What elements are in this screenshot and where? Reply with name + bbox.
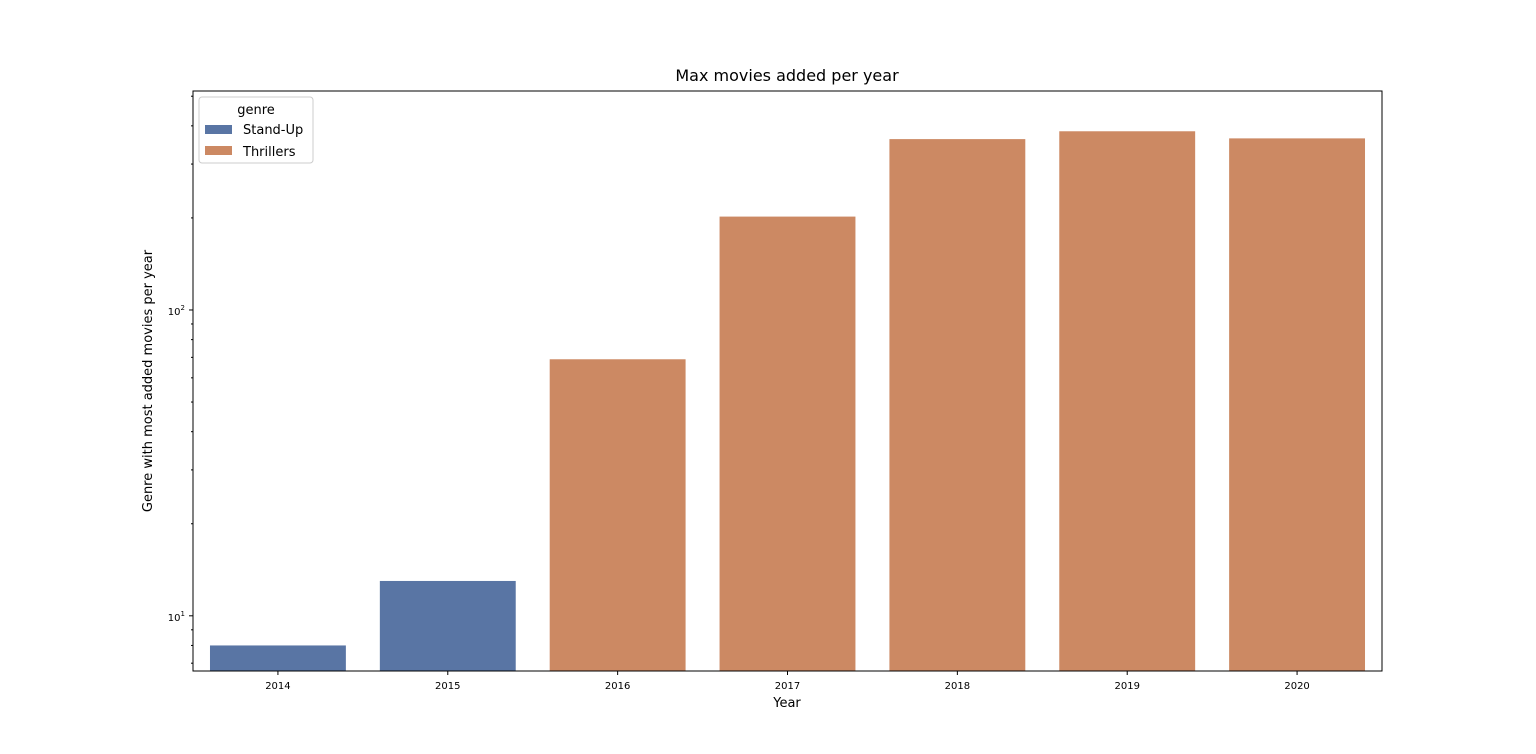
x-tick-label-2020: 2020: [1284, 681, 1309, 692]
bar-2014: [209, 645, 346, 671]
x-tick-label-2014: 2014: [265, 681, 290, 692]
bar-2020: [1229, 138, 1366, 671]
y-tick-label-10: 101: [168, 610, 185, 624]
y-axis-label: Genre with most added movies per year: [141, 249, 156, 512]
bar-2019: [1059, 131, 1196, 672]
x-axis-ticks: 2014 2015 2016 2017 2018 2019 2020: [265, 671, 1310, 692]
y-axis-ticks: 101 102: [168, 95, 193, 664]
legend-label-thrillers: Thrillers: [242, 145, 296, 160]
legend-label-stand-up: Stand-Up: [243, 123, 303, 138]
legend: genre Stand-Up Thrillers: [198, 96, 314, 164]
x-tick-label-2018: 2018: [945, 681, 970, 692]
x-tick-label-2017: 2017: [775, 681, 800, 692]
legend-swatch-thrillers: [205, 146, 232, 155]
x-tick-label-2016: 2016: [605, 681, 630, 692]
legend-swatch-stand-up: [205, 125, 232, 134]
bars-group: [209, 131, 1366, 672]
bar-2018: [889, 139, 1026, 671]
legend-title: genre: [237, 103, 275, 118]
x-axis-label: Year: [772, 696, 801, 711]
x-tick-label-2019: 2019: [1114, 681, 1139, 692]
bar-2016: [549, 359, 686, 671]
y-tick-label-100: 102: [168, 304, 185, 318]
x-tick-label-2015: 2015: [435, 681, 460, 692]
chart-title: Max movies added per year: [675, 66, 899, 85]
bar-2015: [379, 580, 516, 671]
bar-2017: [719, 216, 856, 672]
